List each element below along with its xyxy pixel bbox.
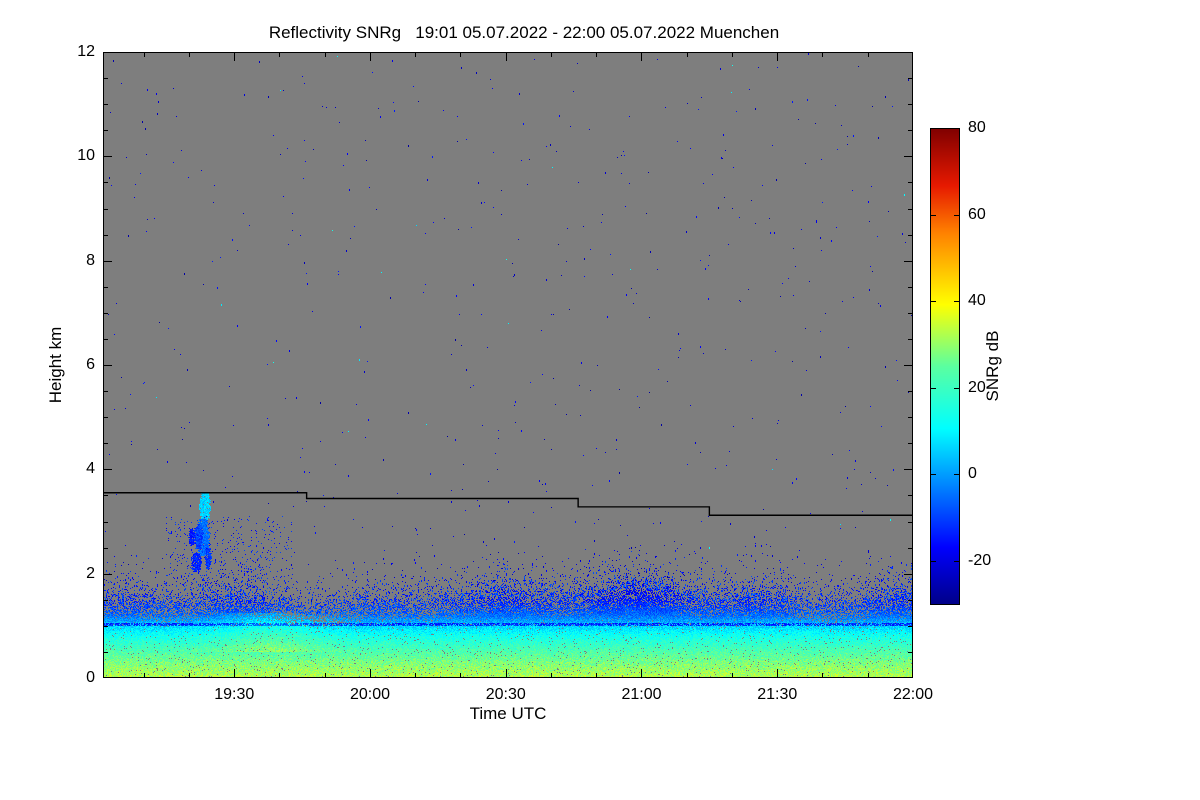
colorbar-tick-label: -20 bbox=[968, 551, 992, 569]
y-tick-label: 0 bbox=[86, 669, 95, 686]
colorbar-tick-label: 40 bbox=[968, 292, 986, 310]
x-tick-label: 22:00 bbox=[892, 686, 934, 703]
x-tick-label: 21:30 bbox=[757, 686, 798, 703]
x-tick-label: 21:00 bbox=[621, 686, 662, 703]
x-tick-label: 19:30 bbox=[214, 686, 255, 703]
x-axis-label: Time UTC bbox=[469, 704, 547, 723]
chart-title: Reflectivity SNRg 19:01 05.07.2022 - 22:… bbox=[268, 23, 780, 42]
colorbar-canvas bbox=[930, 128, 960, 605]
y-tick-label: 4 bbox=[86, 460, 95, 478]
y-tick-label: 2 bbox=[86, 564, 95, 582]
y-tick-label: 12 bbox=[77, 43, 95, 60]
y-tick-label: 10 bbox=[77, 147, 95, 165]
colorbar-tick-label: 60 bbox=[968, 205, 986, 223]
x-tick-label: 20:30 bbox=[485, 686, 526, 703]
colorbar-tick-label: 0 bbox=[968, 465, 977, 483]
x-tick-label: 20:00 bbox=[349, 686, 390, 703]
heatmap-plot-canvas bbox=[103, 52, 913, 678]
colorbar-tick-label: 20 bbox=[968, 378, 986, 396]
colorbar-tick-label: 80 bbox=[968, 119, 986, 136]
y-tick-label: 8 bbox=[86, 251, 95, 269]
y-tick-label: 6 bbox=[86, 356, 95, 373]
colorbar-label: SNRg dB bbox=[983, 330, 1002, 402]
